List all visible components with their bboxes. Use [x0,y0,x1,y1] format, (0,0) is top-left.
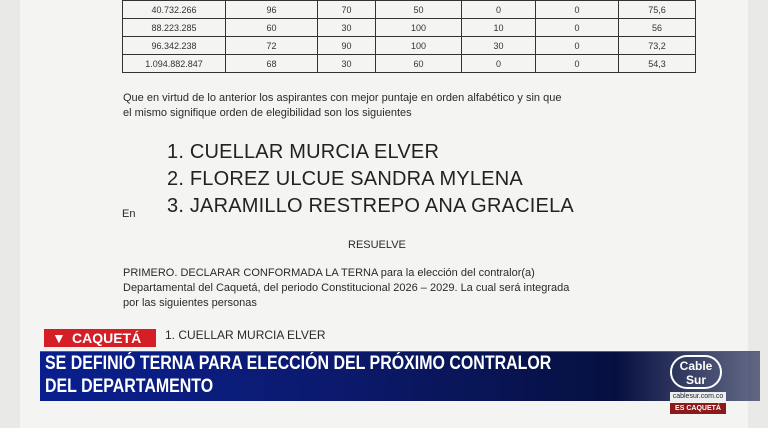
table-cell: 60 [225,18,318,37]
table-cell: 0 [535,18,619,37]
location-label: CAQUETÁ [72,330,142,346]
table-cell: 10 [461,18,536,37]
table-cell: 75,6 [618,0,696,19]
table-cell: 88.223.285 [122,18,226,37]
table-cell: 1.094.882.847 [122,54,226,73]
primero-line: PRIMERO. DECLARAR CONFORMADA LA TERNA pa… [123,267,535,279]
table-cell: 30 [317,54,376,73]
table-cell: 50 [375,0,462,19]
table-cell: 96 [225,0,318,19]
resuelve-heading: RESUELVE [348,239,406,251]
table-row: 40.732.266 96 70 50 0 0 75,6 [122,0,696,19]
table-cell: 100 [375,36,462,55]
channel-logo: Cable Sur [670,355,722,389]
table-cell: 60 [375,54,462,73]
table-cell: 0 [535,54,619,73]
primero-line: Departamental del Caquetá, del periodo C… [123,282,570,294]
table-cell: 100 [375,18,462,37]
table-cell: 30 [317,18,376,37]
headline-line: SE DEFINIÓ TERNA PARA ELECCIÓN DEL PRÓXI… [45,353,552,374]
table-cell: 40.732.266 [122,0,226,19]
headline-line: DEL DEPARTAMENTO [45,376,214,397]
table-cell: 0 [535,36,619,55]
table-cell: 54,3 [618,54,696,73]
location-pin-icon: ▼ [52,330,66,346]
name-1: 1. CUELLAR MURCIA ELVER [167,141,440,163]
table-cell: 70 [317,0,376,19]
table-cell: 0 [461,54,536,73]
primero-line: por las siguientes personas [123,297,257,309]
scores-table: 40.732.266 96 70 50 0 0 75,6 88.223.285 60 30 100 1… [122,0,696,73]
table-cell: 68 [225,54,318,73]
table-cell: 56 [618,18,696,37]
headline-banner [40,351,760,401]
table-row: 88.223.285 60 30 100 10 0 56 [122,18,696,37]
table-row: 1.094.882.847 68 30 60 0 0 54,3 [122,54,696,73]
paragraph-en: En [122,208,136,220]
table-row: 96.342.238 72 90 100 30 0 73,2 [122,36,696,55]
paragraph-line: Que en virtud de lo anterior los aspiran… [123,92,562,104]
table-cell: 0 [461,0,536,19]
list-item: 1. CUELLAR MURCIA ELVER [165,328,326,342]
table-cell: 0 [535,0,619,19]
name-3: 3. JARAMILLO RESTREPO ANA GRACIELA [167,195,574,217]
table-cell: 73,2 [618,36,696,55]
channel-url: cablesur.com.co [670,392,726,402]
name-2: 2. FLOREZ ULCUE SANDRA MYLENA [167,168,523,190]
table-cell: 96.342.238 [122,36,226,55]
paragraph-line: el mismo signifique orden de elegibilida… [123,107,412,119]
location-tag: ▼ CAQUETÁ [44,329,156,347]
headline: SE DEFINIÓ TERNA PARA ELECCIÓN DEL PRÓXI… [45,352,641,398]
channel-slogan: ES CAQUETÁ [670,403,726,414]
table-cell: 72 [225,36,318,55]
table-cell: 90 [317,36,376,55]
table-cell: 30 [461,36,536,55]
